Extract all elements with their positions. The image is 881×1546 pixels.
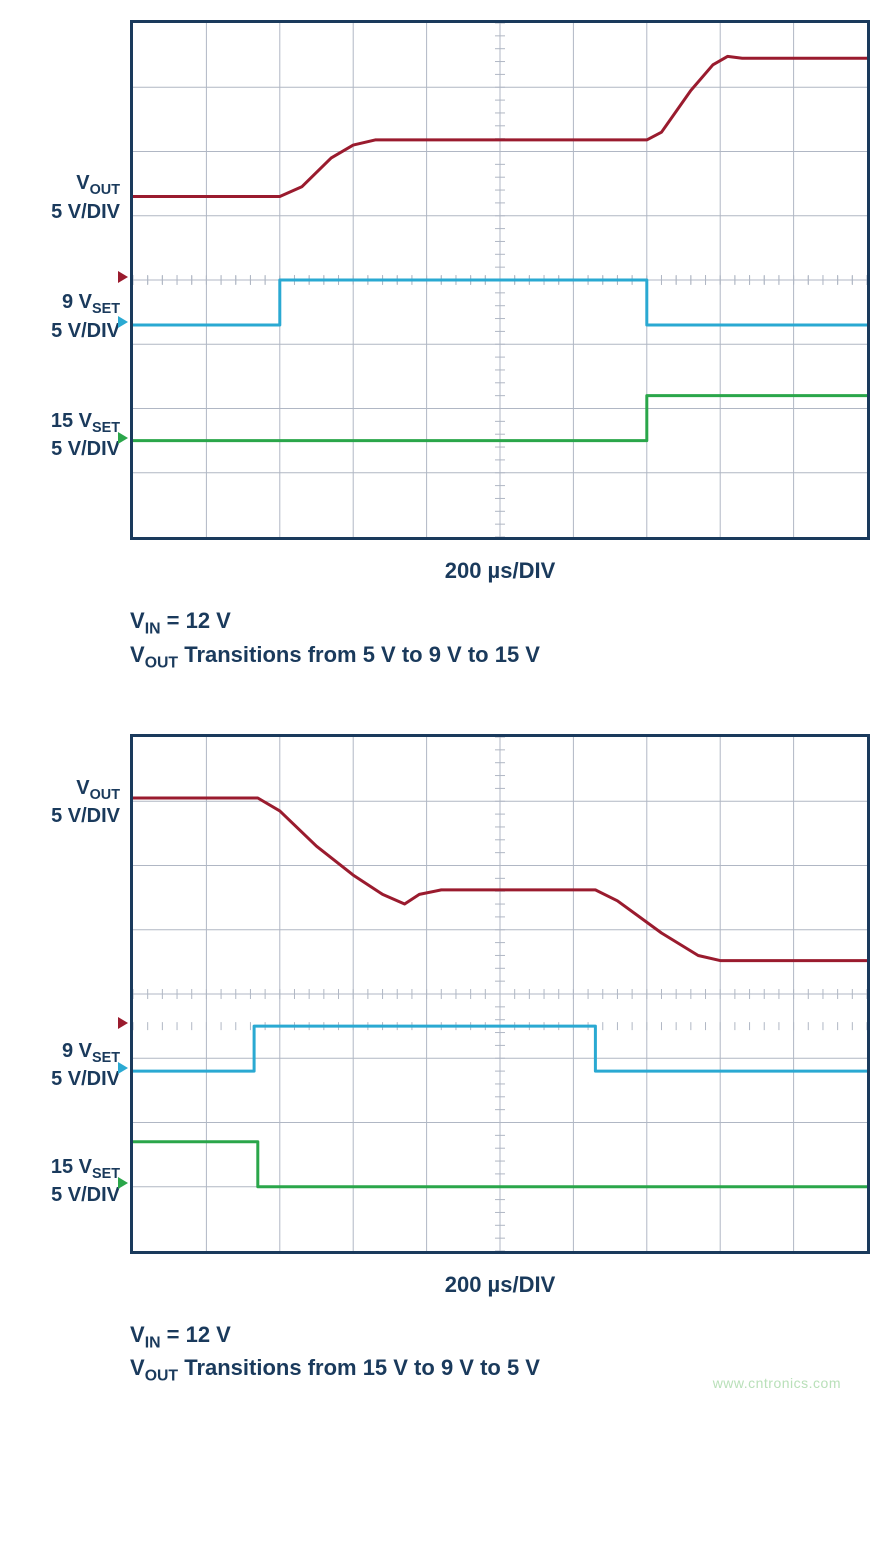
plot-area-2: [130, 734, 870, 1254]
marker-vout-1: [118, 271, 128, 283]
caption-1: VIN = 12 VVOUT Transitions from 5 V to 9…: [130, 606, 861, 674]
ylabel-9vset-1: 9 VSET5 V/DIV: [10, 290, 120, 342]
ylabel-15vset-1: 15 VSET5 V/DIV: [10, 409, 120, 461]
ylabel-9vset-2: 9 VSET5 V/DIV: [10, 1039, 120, 1091]
xlabel-2: 200 µs/DIV: [130, 1272, 870, 1298]
marker-15v-1: [118, 432, 128, 444]
xlabel-1: 200 µs/DIV: [130, 558, 870, 584]
plot-area-1: [130, 20, 870, 540]
marker-vout-2: [118, 1017, 128, 1029]
marker-9v-2: [118, 1062, 128, 1074]
watermark: www.cntronics.com: [713, 1375, 841, 1391]
plot-wrap-1: VOUT5 V/DIV 9 VSET5 V/DIV 15 VSET5 V/DIV…: [130, 20, 870, 584]
chart-2: VOUT5 V/DIV 9 VSET5 V/DIV 15 VSET5 V/DIV…: [20, 734, 861, 1388]
plot-svg-2: [133, 737, 867, 1251]
ylabel-vout-1: VOUT5 V/DIV: [10, 171, 120, 223]
ylabel-vout-2: VOUT5 V/DIV: [10, 776, 120, 828]
marker-15v-2: [118, 1177, 128, 1189]
ylabel-15vset-2: 15 VSET5 V/DIV: [10, 1155, 120, 1207]
plot-svg-1: [133, 23, 867, 537]
chart-1: VOUT5 V/DIV 9 VSET5 V/DIV 15 VSET5 V/DIV…: [20, 20, 861, 674]
plot-wrap-2: VOUT5 V/DIV 9 VSET5 V/DIV 15 VSET5 V/DIV…: [130, 734, 870, 1298]
marker-9v-1: [118, 316, 128, 328]
